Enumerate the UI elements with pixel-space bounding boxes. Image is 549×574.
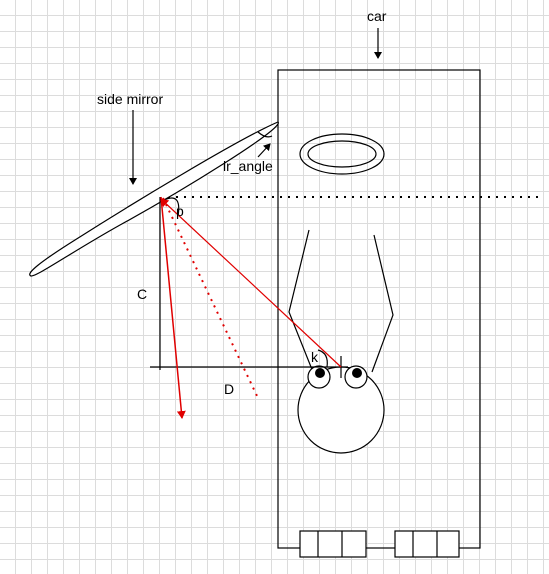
lr-angle-pointer-arrow: [257, 143, 271, 158]
k-angle-label: k: [311, 349, 319, 365]
p-angle-label: p: [176, 203, 184, 219]
incident-ray: [160, 198, 342, 368]
driver-left-eye: [307, 365, 331, 389]
rear-block-right: [394, 530, 460, 558]
rear-block-left: [299, 530, 367, 558]
angle-lr-arc: [257, 131, 273, 138]
c-distance-label: C: [137, 286, 147, 302]
side-mirror-label: side mirror: [97, 91, 163, 107]
normal-line: [162, 197, 259, 399]
car-label: car: [367, 8, 387, 24]
driver-left-arm: [288, 229, 314, 373]
car-windshield: [299, 133, 385, 175]
lr-angle-label: lr_angle: [223, 158, 273, 174]
reflected-ray: [160, 196, 186, 419]
driver-right-arm: [371, 234, 394, 373]
angle-k-arc: [317, 349, 328, 368]
side-mirror: [29, 121, 279, 277]
d-distance-label: D: [224, 381, 234, 397]
driver-right-eye: [344, 365, 368, 389]
